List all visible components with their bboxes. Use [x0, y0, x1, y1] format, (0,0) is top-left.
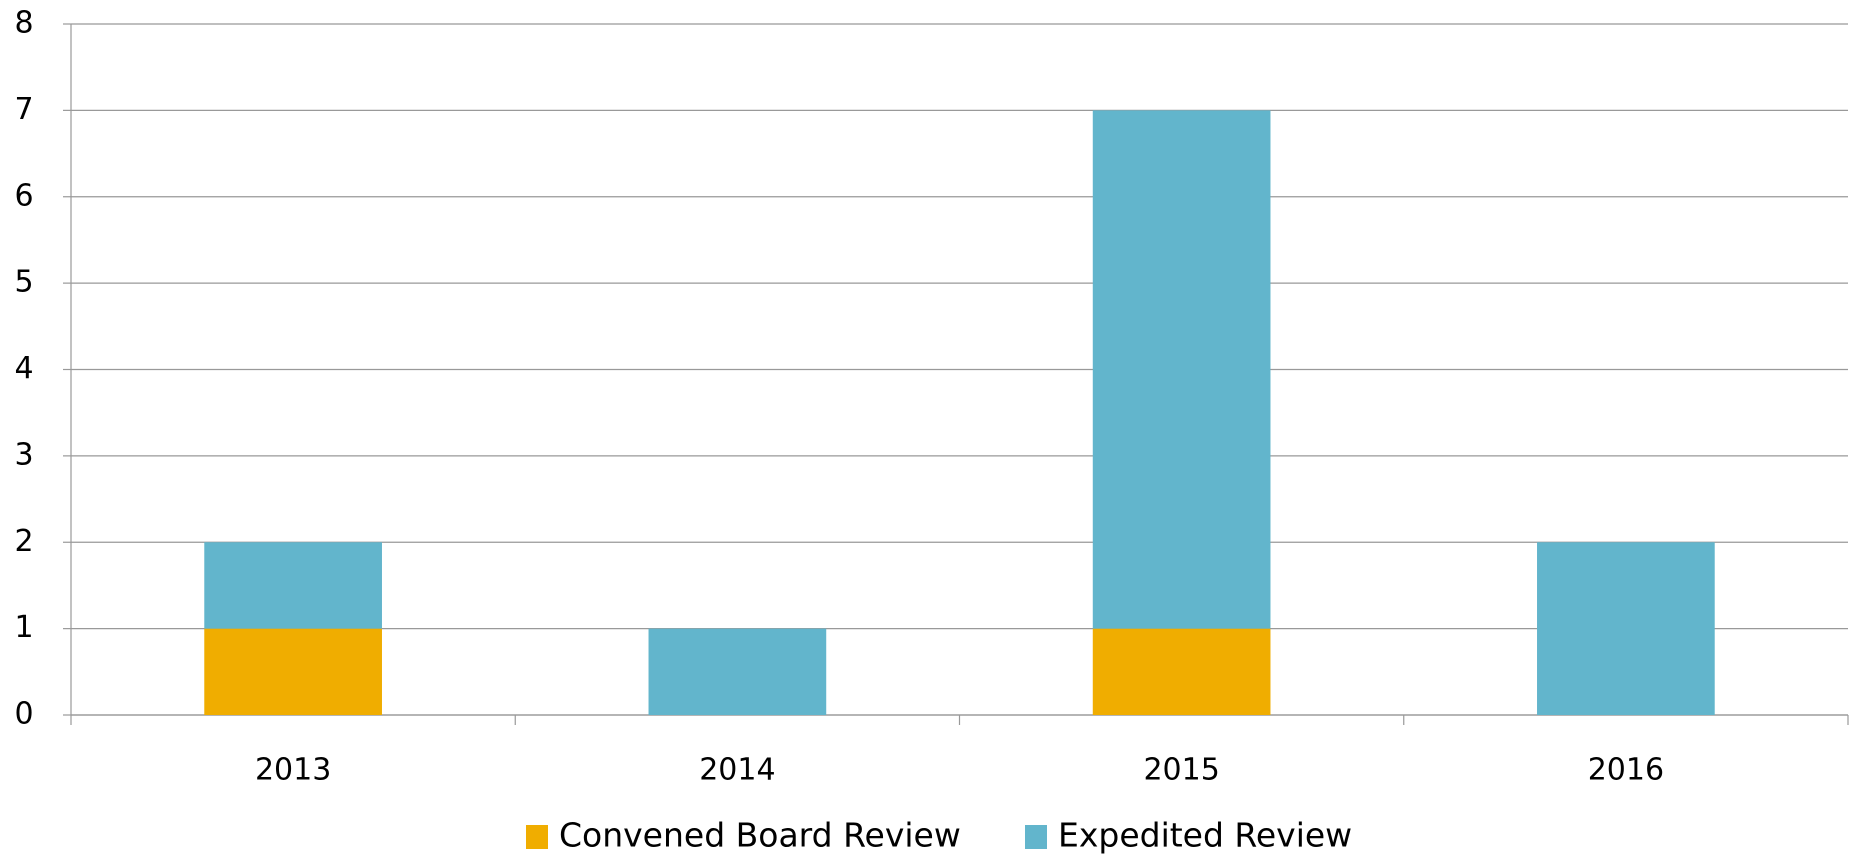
y-tick-label: 8	[14, 6, 33, 41]
y-tick-label: 6	[14, 178, 33, 213]
y-tick-label: 4	[14, 351, 33, 386]
legend-swatch	[526, 825, 548, 849]
y-tick-label: 3	[14, 437, 33, 472]
bar-segment	[1537, 542, 1715, 715]
x-tick-label: 2015	[1143, 753, 1219, 788]
legend-swatch	[1025, 825, 1047, 849]
y-tick-label: 7	[14, 92, 33, 127]
y-tick-label: 2	[14, 524, 33, 559]
bar-segment	[648, 628, 827, 715]
x-tick-label: 2013	[255, 753, 331, 788]
bar-segment	[204, 628, 382, 715]
y-tick-label: 1	[14, 610, 33, 645]
x-tick-label: 2014	[699, 753, 775, 788]
bar-segment	[1092, 110, 1271, 629]
bar-segment	[204, 542, 382, 629]
bar-segment	[1092, 628, 1271, 715]
y-tick-label: 5	[14, 265, 33, 300]
x-tick-label: 2016	[1588, 753, 1664, 788]
legend-label: Expedited Review	[1058, 816, 1352, 855]
y-tick-label: 0	[14, 697, 33, 732]
legend-label: Convened Board Review	[559, 816, 961, 855]
